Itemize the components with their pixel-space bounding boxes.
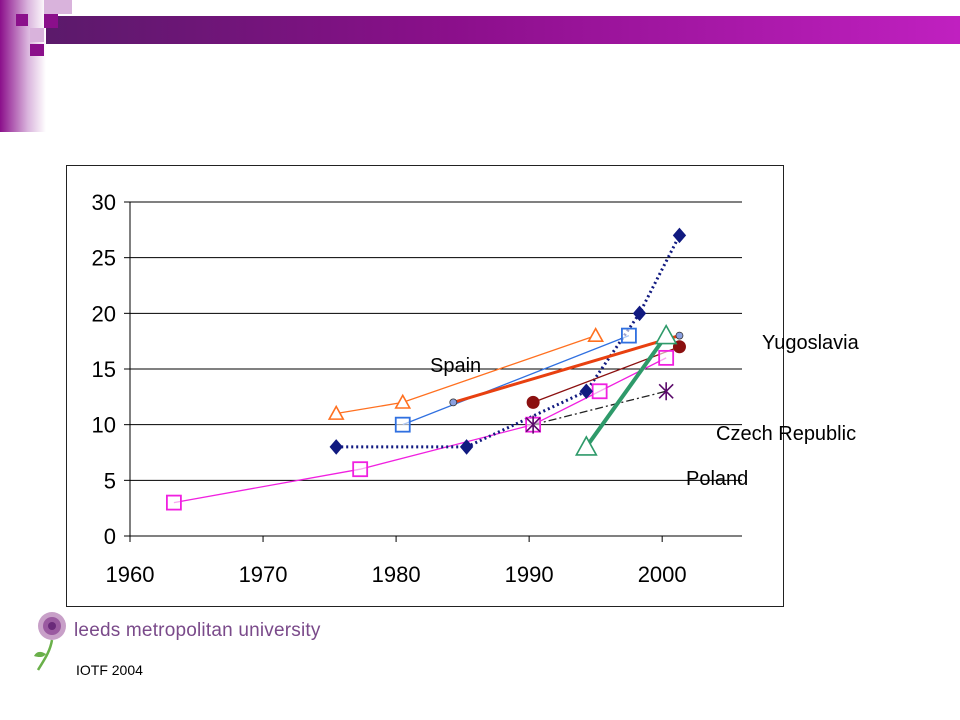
data-point-series-6 (658, 382, 674, 401)
data-point-series-7 (574, 435, 598, 456)
y-tick-label: 10 (92, 413, 116, 438)
label-spain: Spain (430, 355, 482, 377)
data-point-series-2 (166, 494, 182, 511)
data-point-series-1 (394, 416, 411, 433)
line-chart: 0 5 10 15 20 25 30 1960 1970 1980 1990 2000 (92, 190, 742, 587)
series-line-7 (584, 334, 668, 449)
y-tick-label: 25 (92, 246, 116, 271)
rose-logo-icon (34, 612, 66, 671)
y-tick-label: 30 (92, 190, 116, 215)
data-point-series-0 (587, 326, 605, 342)
y-tick-label: 15 (92, 357, 116, 382)
data-point-series-0 (394, 393, 412, 409)
data-point-series-3 (459, 439, 474, 455)
x-tick-label: 1970 (239, 562, 288, 587)
data-point-series-0 (327, 404, 345, 420)
data-point-series-7 (654, 323, 678, 345)
university-logo-text: leeds metropolitan university (74, 620, 321, 641)
deco-square (44, 0, 58, 14)
label-czech-republic: Czech Republic (716, 423, 857, 445)
label-poland: Poland (686, 468, 749, 490)
data-point-series-2 (352, 461, 369, 478)
series-line-1 (402, 334, 630, 426)
data-point-series-5 (526, 395, 540, 409)
deco-square (30, 44, 44, 56)
deco-square (58, 0, 72, 14)
series-line-3 (336, 234, 681, 449)
data-point-series-2 (658, 349, 675, 366)
data-point-series-3 (329, 439, 343, 455)
data-point-series-3 (579, 383, 593, 400)
data-point-series-2 (591, 383, 608, 400)
chart-frame: 0 5 10 15 20 25 30 1960 1970 1980 1990 2000 (66, 165, 784, 607)
deco-square (30, 28, 44, 42)
credit-text: IOTF 2004 (76, 662, 143, 678)
x-tick-label: 2000 (638, 562, 687, 587)
data-point-series-3 (632, 305, 647, 322)
header-banner (38, 16, 960, 44)
series-line-4 (452, 334, 680, 404)
x-tick-label: 1990 (505, 562, 554, 587)
deco-square (44, 14, 58, 28)
series-line-5 (532, 346, 680, 404)
deco-square (16, 14, 28, 26)
data-point-series-1 (621, 327, 637, 344)
y-tick-label: 0 (104, 524, 116, 549)
x-tick-label: 1980 (372, 562, 421, 587)
y-tick-label: 20 (92, 301, 116, 326)
y-tick-label: 5 (104, 468, 116, 493)
label-yugoslavia: Yugoslavia (762, 332, 859, 354)
data-point-series-6 (525, 415, 541, 434)
x-tick-label: 1960 (106, 562, 155, 587)
data-point-series-3 (672, 227, 687, 244)
data-point-series-4 (675, 331, 684, 340)
series-line-6 (532, 390, 667, 426)
data-point-series-4 (449, 398, 458, 407)
